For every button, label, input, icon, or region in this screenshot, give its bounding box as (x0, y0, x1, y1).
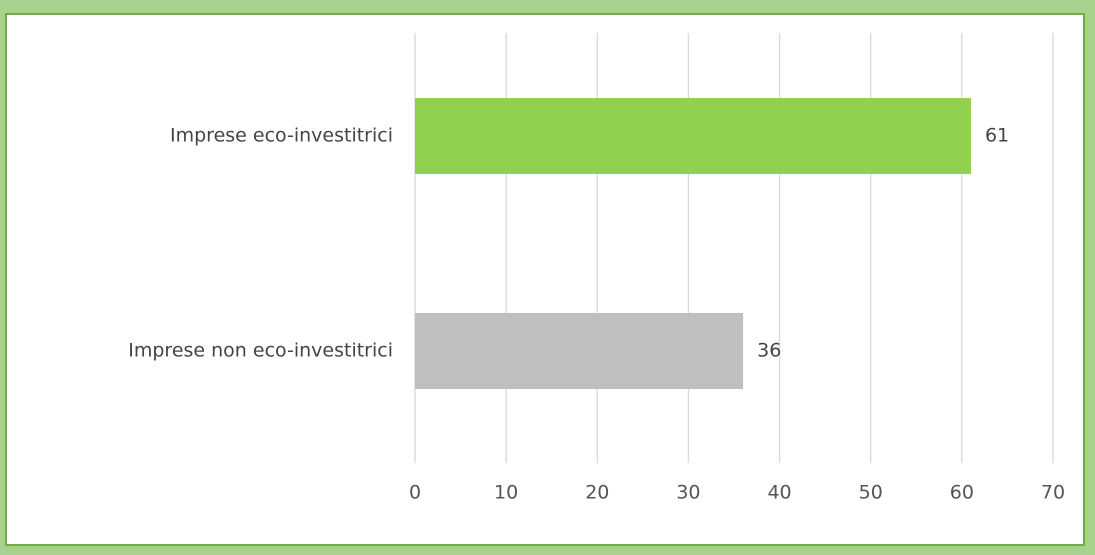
bar-eco-investitrici (415, 98, 971, 174)
x-tick-label: 20 (585, 482, 609, 504)
x-tick-label: 50 (859, 482, 883, 504)
data-label: 61 (985, 125, 1009, 147)
data-labels: 61 36 (757, 125, 1009, 362)
x-tick-label: 60 (950, 482, 974, 504)
category-label: Imprese eco-investitrici (170, 125, 393, 147)
gridlines (414, 33, 1054, 463)
x-tick-label: 10 (494, 482, 518, 504)
category-labels: Imprese eco-investitrici Imprese non eco-… (128, 125, 393, 362)
bars (415, 98, 971, 389)
bar-chart: 61 36 Imprese eco-investitrici Imprese non… (128, 33, 1065, 504)
x-tick-label: 30 (676, 482, 700, 504)
data-label: 36 (757, 340, 781, 362)
category-label: Imprese non eco-investitrici (128, 340, 393, 362)
x-tick-label: 0 (409, 482, 421, 504)
bar-non-eco-investitrici (415, 313, 744, 389)
chart-frame: 61 36 Imprese eco-investitrici Imprese non… (5, 13, 1085, 546)
x-axis-tick-labels: 0 10 20 30 40 50 60 70 (409, 482, 1065, 504)
x-tick-label: 70 (1041, 482, 1065, 504)
x-tick-label: 40 (767, 482, 791, 504)
